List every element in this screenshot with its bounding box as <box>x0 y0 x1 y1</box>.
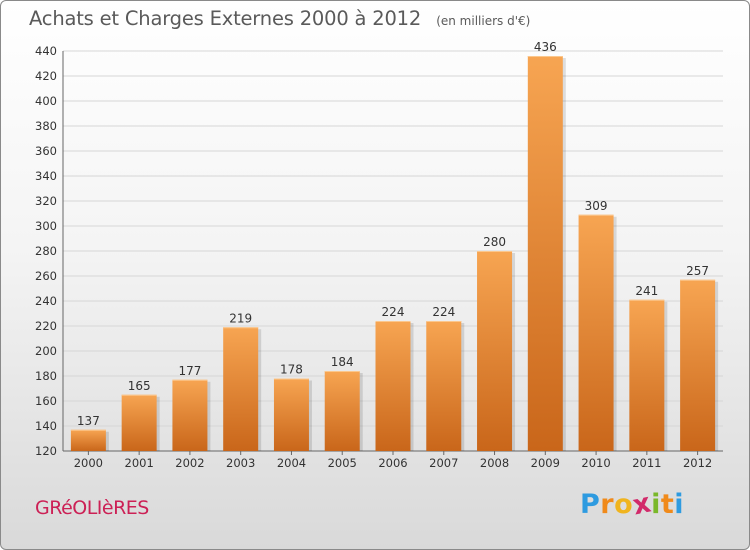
data-label: 177 <box>178 364 201 378</box>
data-label: 165 <box>128 379 151 393</box>
x-tick-label: 2000 <box>74 456 103 470</box>
x-tick-label: 2007 <box>429 456 458 470</box>
y-tick-label: 440 <box>35 44 57 58</box>
data-label: 224 <box>382 305 405 319</box>
y-tick-label: 200 <box>35 344 57 358</box>
brand-letter: P <box>580 489 601 520</box>
x-tick-label: 2001 <box>125 456 154 470</box>
brand-letter: o <box>614 489 634 520</box>
x-tick-label: 2004 <box>277 456 306 470</box>
x-tick-label: 2008 <box>480 456 509 470</box>
chart-title: Achats et Charges Externes 2000 à 2012 <box>29 7 422 30</box>
data-label: 178 <box>280 363 303 377</box>
x-tick-label: 2010 <box>581 456 610 470</box>
data-label: 219 <box>229 311 252 325</box>
bar-2003 <box>223 327 259 451</box>
data-label: 436 <box>534 40 557 54</box>
data-label: 184 <box>331 355 354 369</box>
proxiti-logo: Proxiti <box>580 487 685 521</box>
data-label: 224 <box>432 305 455 319</box>
bars <box>70 56 719 451</box>
y-tick-label: 300 <box>35 219 57 233</box>
data-label: 137 <box>77 414 100 428</box>
bar-2000 <box>70 429 106 451</box>
data-label: 257 <box>686 264 709 278</box>
y-tick-label: 260 <box>35 269 57 283</box>
y-tick-label: 420 <box>35 69 57 83</box>
y-tick-label: 120 <box>35 444 57 458</box>
y-tick-label: 360 <box>35 144 57 158</box>
y-tick-label: 140 <box>35 419 57 433</box>
bar-2002 <box>172 379 208 451</box>
data-label: 280 <box>483 235 506 249</box>
y-tick-label: 160 <box>35 394 57 408</box>
bar-2007 <box>426 321 462 451</box>
data-label: 241 <box>635 284 658 298</box>
chart-heading: Achats et Charges Externes 2000 à 2012 (… <box>29 7 530 30</box>
x-tick-label: 2005 <box>328 456 357 470</box>
x-tick-label: 2012 <box>683 456 712 470</box>
bar-2009 <box>527 56 563 451</box>
y-tick-label: 380 <box>35 119 57 133</box>
y-tick-label: 180 <box>35 369 57 383</box>
bar-2008 <box>477 251 513 451</box>
x-tick-label: 2003 <box>226 456 255 470</box>
y-tick-label: 400 <box>35 94 57 108</box>
brand-letter: t <box>660 489 675 520</box>
x-tick-label: 2009 <box>531 456 560 470</box>
y-tick-label: 220 <box>35 319 57 333</box>
x-tick-label: 2002 <box>175 456 204 470</box>
x-tick-label: 2006 <box>378 456 407 470</box>
bar-2004 <box>273 378 309 451</box>
bar-2001 <box>121 394 157 451</box>
data-labels: 137 165 177 219 178 184 224 224 280 436 309 241 257 <box>77 40 709 428</box>
brand-letter: i <box>674 489 685 520</box>
chart-subtitle: (en milliers d'€) <box>436 14 531 28</box>
brand-letter: i <box>651 489 661 520</box>
bar-2012 <box>680 279 716 451</box>
y-tick-label: 280 <box>35 244 57 258</box>
y-tick-label: 340 <box>35 169 57 183</box>
bar-2005 <box>324 371 360 451</box>
y-tick-label: 240 <box>35 294 57 308</box>
data-label: 309 <box>585 199 608 213</box>
bar-2010 <box>578 214 614 451</box>
bar-2006 <box>375 321 411 451</box>
bar-2011 <box>629 299 665 451</box>
place-name: GRéOLIèRES <box>35 497 149 519</box>
x-tick-label: 2011 <box>632 456 661 470</box>
y-tick-label: 320 <box>35 194 57 208</box>
brand-letter: r <box>600 489 615 520</box>
